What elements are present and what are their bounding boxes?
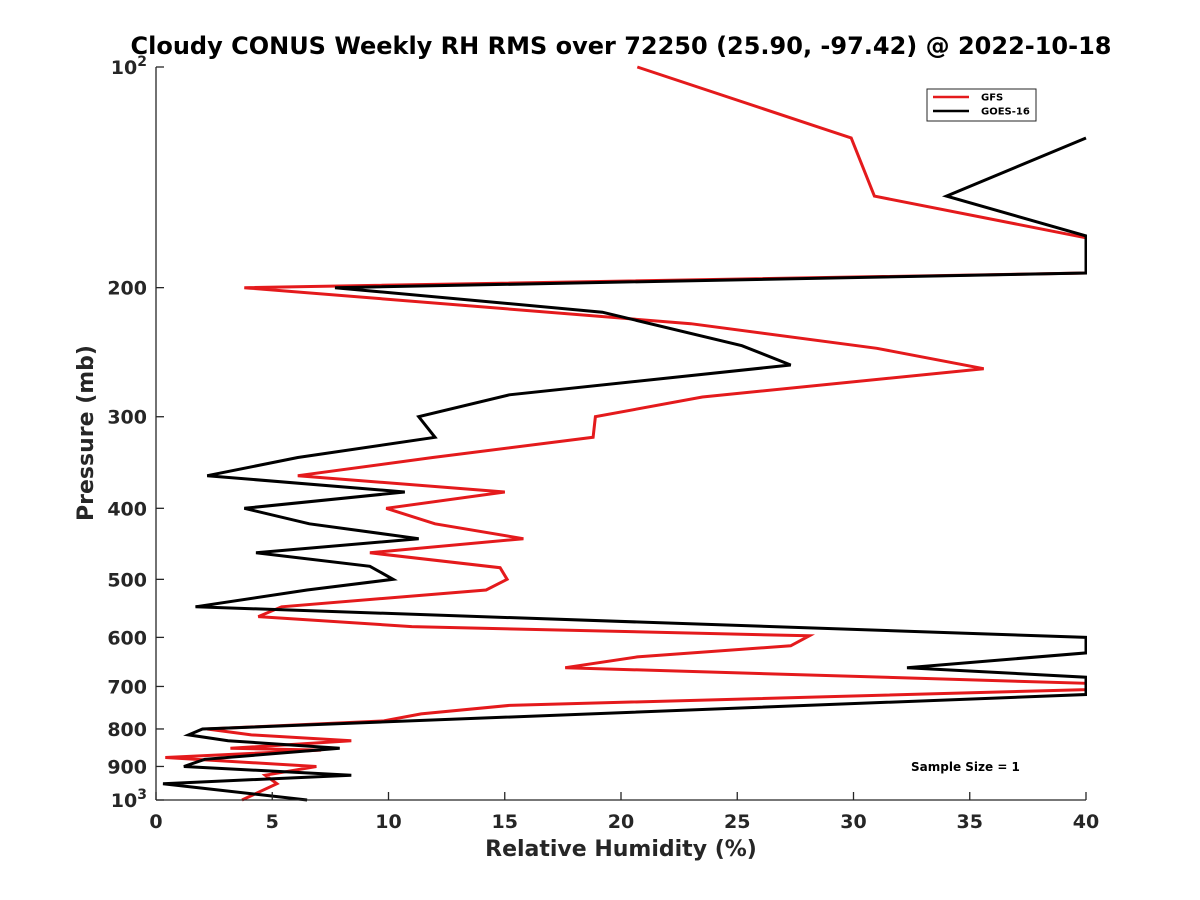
y-tick-label: 700 [107, 676, 147, 698]
y-tick-label: 400 [107, 498, 147, 520]
y-tick-label: 103 [111, 787, 147, 812]
y-tick-label: 600 [107, 627, 147, 649]
y-tick-label: 500 [107, 569, 147, 591]
series-layer [162, 65, 1087, 802]
x-tick-label: 10 [375, 811, 401, 833]
x-tick-label: 40 [1073, 811, 1099, 833]
y-tick-label: 900 [107, 756, 147, 778]
series-line-goes16 [162, 136, 1087, 802]
x-tick-label: 0 [149, 811, 162, 833]
legend-label-gfs: GFS [981, 93, 1003, 104]
x-tick-label: 25 [724, 811, 750, 833]
y-tick-label: 200 [107, 278, 147, 300]
legend: GFS GOES-16 [926, 88, 1037, 122]
legend-box [926, 88, 1037, 122]
legend-label-goes16: GOES-16 [981, 107, 1030, 118]
x-tick-label: 5 [266, 811, 279, 833]
x-tick-label: 15 [492, 811, 518, 833]
x-tick-label: 30 [840, 811, 866, 833]
series-line-gfs [165, 65, 1087, 802]
y-tick-label: 102 [111, 54, 147, 79]
y-axis-label: Pressure (mb) [74, 345, 99, 521]
y-ticks: 102 200 300 400 500 600 700 800 900 103 [107, 54, 164, 812]
plot-area [156, 67, 1086, 800]
y-tick-label: 800 [107, 719, 147, 741]
x-tick-label: 20 [608, 811, 634, 833]
x-tick-label: 35 [957, 811, 983, 833]
y-tick-label: 300 [107, 407, 147, 429]
x-axis-label: Relative Humidity (%) [485, 837, 757, 862]
sample-size-annotation: Sample Size = 1 [911, 760, 1020, 774]
chart-title: Cloudy CONUS Weekly RH RMS over 72250 (2… [131, 32, 1112, 60]
x-ticks: 0 5 10 15 20 25 30 35 40 [149, 792, 1099, 833]
